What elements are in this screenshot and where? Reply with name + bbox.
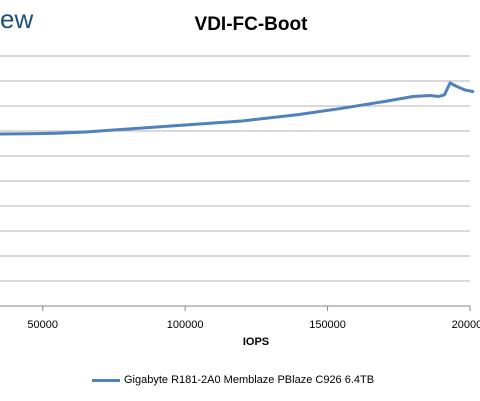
legend: Gigabyte R181-2A0 Memblaze PBlaze C926 6… bbox=[92, 370, 374, 390]
x-axis-title: IOPS bbox=[242, 336, 270, 348]
x-tick-label: 150000 bbox=[309, 319, 346, 331]
x-tick-label: 200000 bbox=[452, 319, 480, 331]
x-tick-label: 50000 bbox=[27, 319, 58, 331]
legend-label: Gigabyte R181-2A0 Memblaze PBlaze C926 6… bbox=[124, 374, 375, 386]
logo: ew bbox=[0, 4, 34, 34]
chart-title: VDI-FC-Boot bbox=[194, 14, 308, 35]
series-line bbox=[0, 81, 475, 136]
legend-swatch bbox=[92, 378, 120, 382]
x-tick-label: 100000 bbox=[167, 319, 204, 331]
